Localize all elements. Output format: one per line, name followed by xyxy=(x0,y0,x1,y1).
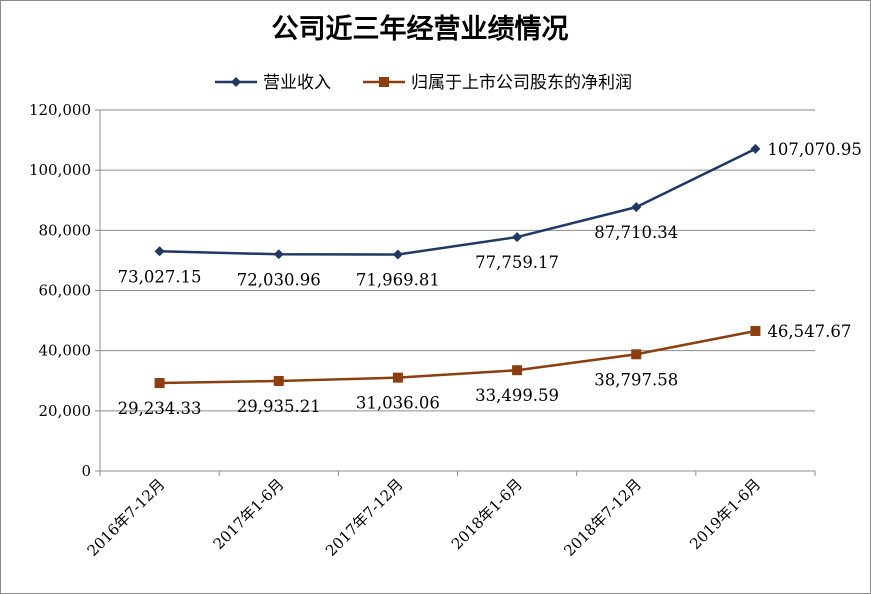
data-label: 29,935.21 xyxy=(237,397,321,416)
data-label: 46,547.67 xyxy=(767,322,851,341)
series-1-point xyxy=(750,326,760,336)
data-label: 71,969.81 xyxy=(356,270,440,289)
data-label: 29,234.33 xyxy=(118,399,202,418)
y-tick-label: 120,000 xyxy=(29,101,91,119)
data-label: 87,710.34 xyxy=(594,223,678,242)
data-label: 72,030.96 xyxy=(237,270,321,289)
data-label: 73,027.15 xyxy=(118,267,202,286)
y-tick-label: 40,000 xyxy=(39,342,92,360)
data-label: 33,499.59 xyxy=(475,386,559,405)
data-label: 77,759.17 xyxy=(475,253,559,272)
series-1-point xyxy=(631,349,641,359)
legend-marker xyxy=(379,77,389,87)
data-label: 31,036.06 xyxy=(356,394,440,413)
legend: 营业收入 归属于上市公司股东的净利润 xyxy=(215,73,632,93)
legend-label-1: 归属于上市公司股东的净利润 xyxy=(411,73,632,93)
chart-title: 公司近三年经营业绩情况 xyxy=(272,13,569,45)
y-tick-label: 100,000 xyxy=(29,161,91,179)
series-1-point xyxy=(393,373,403,383)
series-1-point xyxy=(512,365,522,375)
y-tick-label: 60,000 xyxy=(39,282,92,300)
y-tick-label: 20,000 xyxy=(39,402,92,420)
legend-label-0: 营业收入 xyxy=(263,73,331,93)
data-label: 107,070.95 xyxy=(767,140,861,159)
data-label: 38,797.58 xyxy=(594,370,678,389)
y-tick-label: 80,000 xyxy=(39,221,92,239)
y-tick-label: 0 xyxy=(81,462,91,480)
series-1-point xyxy=(274,376,284,386)
series-1-point xyxy=(155,378,165,388)
